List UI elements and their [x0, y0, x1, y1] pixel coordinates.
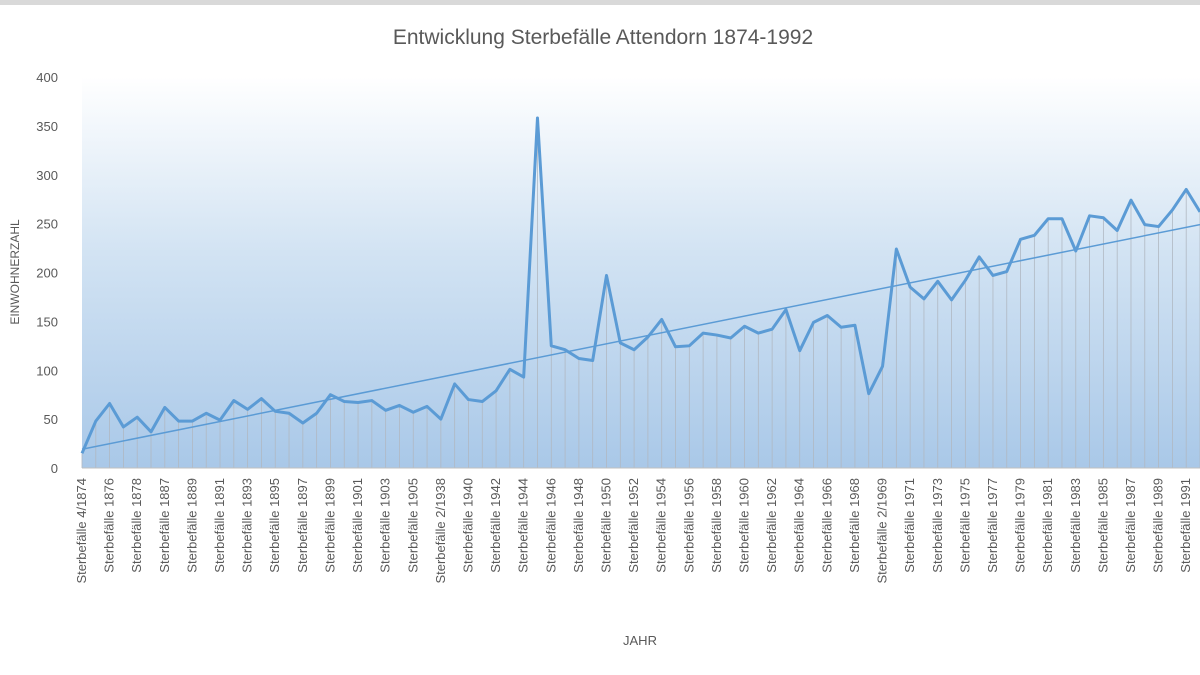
- x-tick-label: Sterbefälle 1889: [184, 478, 199, 573]
- x-tick-label: Sterbefälle 1964: [792, 478, 807, 573]
- y-tick-label: 100: [36, 363, 58, 378]
- x-tick-label: Sterbefälle 1950: [598, 478, 613, 573]
- x-tick-label: Sterbefälle 1876: [102, 478, 117, 573]
- x-tick-label: Sterbefälle 1905: [405, 478, 420, 573]
- y-axis-label: EINWOHNERZAHL: [8, 219, 22, 325]
- plot: 0 50 100 150 200 250 300 350 400 Sterbefälle 4/18…: [36, 70, 1200, 584]
- x-tick-label: Sterbefälle 1979: [1013, 478, 1028, 573]
- x-tick-label: Sterbefälle 1891: [212, 478, 227, 573]
- x-tick-label: Sterbefälle 1968: [847, 478, 862, 573]
- x-tick-label: Sterbefälle 1958: [709, 478, 724, 573]
- x-tick-label: Sterbefälle 1903: [378, 478, 393, 573]
- x-tick-label: Sterbefälle 1966: [819, 478, 834, 573]
- x-tick-label: Sterbefälle 1989: [1151, 478, 1166, 573]
- top-strip: [0, 0, 1200, 5]
- x-tick-label: Sterbefälle 1975: [957, 478, 972, 573]
- y-tick-label: 50: [44, 412, 58, 427]
- y-tick-label: 350: [36, 119, 58, 134]
- x-tick-label: Sterbefälle 1960: [737, 478, 752, 573]
- x-tick-label: Sterbefälle 1985: [1095, 478, 1110, 573]
- y-tick-label: 300: [36, 168, 58, 183]
- y-tick-label: 0: [51, 461, 58, 476]
- x-tick-label: Sterbefälle 1954: [654, 478, 669, 573]
- x-tick-label: Sterbefälle 1987: [1123, 478, 1138, 573]
- x-tick-label: Sterbefälle 1971: [902, 478, 917, 573]
- y-tick-label: 200: [36, 266, 58, 281]
- x-tick-label: Sterbefälle 1895: [267, 478, 282, 573]
- x-tick-label: Sterbefälle 1901: [350, 478, 365, 573]
- x-tick-label: Sterbefälle 1942: [488, 478, 503, 573]
- x-tick-label: Sterbefälle 1946: [543, 478, 558, 573]
- x-tick-label: Sterbefälle 1952: [626, 478, 641, 573]
- x-tick-label: Sterbefälle 1878: [129, 478, 144, 573]
- x-tick-label: Sterbefälle 1962: [764, 478, 779, 573]
- y-tick-label: 150: [36, 314, 58, 329]
- trend-line: [81, 223, 1200, 450]
- x-tick-label: Sterbefälle 2/1938: [433, 478, 448, 584]
- x-tick-label: Sterbefälle 1977: [985, 478, 1000, 573]
- x-tick-label: Sterbefälle 1944: [516, 478, 531, 573]
- y-tick-label: 400: [36, 70, 58, 85]
- x-tick-label: Sterbefälle 2/1969: [875, 478, 890, 584]
- x-tick-label: Sterbefälle 1893: [240, 478, 255, 573]
- x-tick-label: Sterbefälle 1940: [460, 478, 475, 573]
- x-tick-label: Sterbefälle 1897: [295, 478, 310, 573]
- y-tick-label: 250: [36, 217, 58, 232]
- x-tick-label: Sterbefälle 1887: [157, 478, 172, 573]
- plot-background: [82, 77, 1200, 468]
- x-axis-label: JAHR: [623, 633, 657, 648]
- x-tick-label: Sterbefälle 1948: [571, 478, 586, 573]
- data-line: [80, 116, 1200, 454]
- x-tick-label: Sterbefälle 4/1874: [74, 478, 89, 584]
- x-tick-label: Sterbefälle 1899: [322, 478, 337, 573]
- x-tick-label: Sterbefälle 1973: [930, 478, 945, 573]
- x-tick-label: Sterbefälle 1956: [681, 478, 696, 573]
- x-tick-label: Sterbefälle 1981: [1040, 478, 1055, 573]
- x-tick-label: Sterbefälle 1983: [1068, 478, 1083, 573]
- chart-title: Entwicklung Sterbefälle Attendorn 1874-1…: [393, 26, 813, 49]
- x-tick-label: Sterbefälle 1991: [1178, 478, 1193, 573]
